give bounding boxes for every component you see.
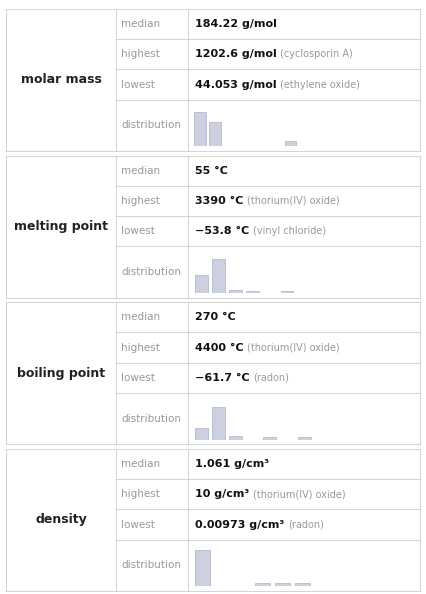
Bar — [298, 437, 311, 440]
Text: 0.00973 g/cm³: 0.00973 g/cm³ — [195, 520, 284, 529]
Text: highest: highest — [121, 343, 160, 353]
Text: (cyclosporin A): (cyclosporin A) — [280, 49, 353, 59]
Text: 1.061 g/cm³: 1.061 g/cm³ — [195, 459, 269, 469]
Bar — [229, 290, 242, 293]
Text: 184.22 g/mol: 184.22 g/mol — [195, 19, 276, 29]
Text: −61.7 °C: −61.7 °C — [195, 373, 249, 383]
Text: highest: highest — [121, 49, 160, 59]
Text: density: density — [35, 513, 87, 526]
Bar — [195, 428, 207, 440]
Text: highest: highest — [121, 489, 160, 500]
Bar — [246, 290, 259, 293]
Text: 4400 °C: 4400 °C — [195, 343, 243, 353]
Text: distribution: distribution — [121, 267, 181, 277]
Text: median: median — [121, 166, 160, 176]
Bar — [195, 549, 210, 586]
Text: 1202.6 g/mol: 1202.6 g/mol — [195, 49, 276, 59]
Text: 55 °C: 55 °C — [195, 166, 227, 176]
Text: highest: highest — [121, 196, 160, 206]
Text: boiling point: boiling point — [17, 367, 105, 380]
Text: (radon): (radon) — [253, 373, 289, 383]
Text: (vinyl chloride): (vinyl chloride) — [253, 226, 326, 236]
Bar — [255, 583, 270, 586]
Bar — [281, 290, 294, 293]
Text: (thorium(IV) oxide): (thorium(IV) oxide) — [247, 196, 340, 206]
Text: (radon): (radon) — [288, 520, 324, 529]
Text: −53.8 °C: −53.8 °C — [195, 226, 249, 236]
Text: (thorium(IV) oxide): (thorium(IV) oxide) — [247, 343, 340, 353]
Bar — [275, 583, 290, 586]
Text: 10 g/cm³: 10 g/cm³ — [195, 489, 249, 500]
Bar — [212, 407, 225, 440]
Text: molar mass: molar mass — [21, 74, 101, 87]
Text: lowest: lowest — [121, 80, 155, 90]
Text: lowest: lowest — [121, 520, 155, 529]
Text: 270 °C: 270 °C — [195, 312, 235, 323]
Text: (thorium(IV) oxide): (thorium(IV) oxide) — [253, 489, 345, 500]
Text: 44.053 g/mol: 44.053 g/mol — [195, 80, 276, 90]
Bar — [212, 259, 225, 293]
Text: distribution: distribution — [121, 560, 181, 570]
Bar — [295, 583, 310, 586]
Bar — [194, 112, 206, 146]
Bar — [195, 275, 207, 293]
Bar — [210, 122, 221, 146]
Text: (ethylene oxide): (ethylene oxide) — [280, 80, 360, 90]
Text: median: median — [121, 19, 160, 29]
Text: lowest: lowest — [121, 373, 155, 383]
Text: median: median — [121, 312, 160, 323]
Bar — [263, 437, 276, 440]
Text: distribution: distribution — [121, 121, 181, 130]
Text: lowest: lowest — [121, 226, 155, 236]
Text: melting point: melting point — [14, 220, 108, 233]
Text: 3390 °C: 3390 °C — [195, 196, 243, 206]
Bar — [229, 437, 242, 440]
Text: median: median — [121, 459, 160, 469]
Text: distribution: distribution — [121, 413, 181, 424]
Bar — [285, 141, 296, 146]
